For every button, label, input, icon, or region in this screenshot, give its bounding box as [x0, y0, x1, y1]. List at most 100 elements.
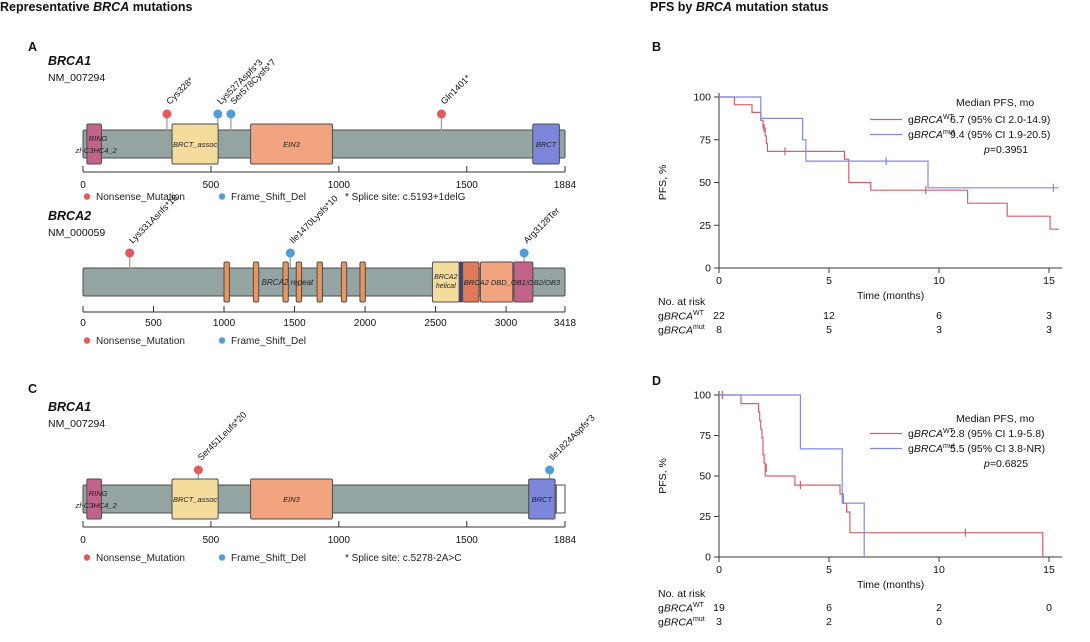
brc-repeat-box [359, 261, 366, 303]
km-survival-curve-mut [719, 394, 865, 557]
x-tick-label: 10 [933, 275, 945, 287]
risk-count: 3 [936, 324, 942, 336]
legend-label: Frame_Shift_Del [231, 553, 306, 564]
gene-name-brca1-a: BRCA1 [48, 54, 92, 68]
protein-domain-box [532, 123, 560, 165]
p-value-label: p=0.6825 [983, 458, 1028, 470]
axis-tick-label: 1000 [328, 180, 351, 191]
brca2-lollipop-plot-panel-a: BRCA2 helical BRCA2 repeat BRCA2 DBD_OB1/OB… [80, 193, 577, 347]
protein-domain-box [171, 478, 219, 520]
risk-row-label-mut: gBRCAmut [658, 324, 705, 337]
risk-count: 3 [1046, 310, 1052, 322]
domain-label: EIN3 [283, 495, 301, 504]
mutation-lollipop-dot [213, 109, 223, 119]
brc-repeat-box [295, 261, 303, 303]
table-row: gBRCAWT 19 6 2 0 [650, 602, 1090, 616]
brc-repeat-box [282, 261, 289, 303]
panel-label-d: D [652, 374, 662, 388]
gene-bar-untranslated-tail [555, 484, 566, 514]
panel-label-a: A [28, 40, 38, 54]
km-plot-panel-b: 0 25 50 75 100 0 5 10 15 Time (months) PFS, % Media… [657, 92, 1063, 302]
protein-domain-box [250, 478, 333, 520]
transcript-brca1-c: NM_007294 [48, 418, 106, 430]
axis-tick-label: 0 [80, 318, 86, 329]
title-gene-italic: BRCA [93, 0, 130, 14]
x-axis-title: Time (months) [857, 290, 924, 302]
legend-label: Frame_Shift_Del [231, 336, 306, 347]
mutation-lollipop-dot [193, 465, 203, 475]
risk-count: 0 [936, 616, 942, 628]
mutation-label: Arg3128Ter [521, 205, 561, 245]
legend-header: Median PFS, mo [956, 97, 1034, 109]
legend-series-label: gBRCAWT [908, 114, 955, 126]
x-tick-label: 15 [1043, 564, 1055, 576]
axis-tick-label: 1500 [456, 180, 479, 191]
right-column-title: PFS by BRCA mutation status [650, 0, 829, 14]
nonsense-mutation-legend-dot-icon [83, 337, 91, 344]
legend-median-value: 9.4 (95% CI 1.9-20.5) [950, 129, 1050, 141]
y-tick-label: 0 [705, 263, 711, 275]
domain-label: helical [436, 283, 456, 290]
protein-domain-box [171, 123, 219, 165]
title-text: PFS by [650, 0, 696, 14]
table-row: gBRCAWT 22 12 6 3 [650, 310, 1090, 324]
domain-sublabel: zf-C3HC4_2 [74, 146, 117, 155]
y-tick-label: 0 [705, 552, 711, 564]
risk-table-title: No. at risk [658, 296, 706, 308]
brc-repeat-box [340, 261, 348, 303]
y-tick-label: 25 [699, 220, 711, 232]
domain-label: BRCT [532, 495, 554, 504]
brca1-lollipop-plot-panel-c: RING zf-C3HC4_2 BRCT_assoc EIN3 BRCT Ser451Le… [74, 410, 597, 564]
protein-domain-box [86, 478, 102, 520]
risk-count: 2 [936, 602, 942, 614]
axis-tick-label: 1500 [456, 535, 479, 546]
gene-name-brca1-c: BRCA1 [48, 400, 92, 414]
risk-row-label-wt: gBRCAWT [658, 310, 704, 323]
risk-count: 22 [713, 310, 725, 322]
mutation-lollipop-dot [226, 109, 236, 119]
splice-site-note: * Splice site: c.5278-2A>C [345, 553, 461, 564]
risk-count: 5 [826, 324, 832, 336]
legend-median-value: 2.8 (95% CI 1.9-5.8) [950, 428, 1045, 440]
axis-tick-label: 2000 [354, 318, 377, 329]
x-tick-label: 10 [933, 564, 945, 576]
protein-domain-box [528, 478, 556, 520]
mutation-lollipop-dot [519, 248, 529, 258]
brc-repeat-box [223, 261, 230, 303]
axis-tick-label: 0 [80, 180, 86, 191]
protein-domain-box [250, 123, 333, 165]
risk-count: 12 [823, 310, 835, 322]
km-survival-curve-WT [719, 96, 1059, 230]
x-axis-title: Time (months) [857, 579, 924, 591]
axis-tick-label: 3418 [554, 318, 577, 329]
risk-count: 0 [1046, 602, 1052, 614]
risk-row-label-mut: gBRCAmut [658, 616, 705, 629]
domain-label: EIN3 [283, 140, 301, 149]
risk-row-label-wt: gBRCAWT [658, 602, 704, 615]
panel-label-b: B [652, 40, 662, 54]
risk-count: 2 [826, 616, 832, 628]
mutation-lollipop-dot [285, 248, 295, 258]
legend-label: Nonsense_Mutation [96, 553, 185, 564]
brc-repeat-box [316, 261, 323, 303]
y-axis-title: PFS, % [657, 165, 669, 201]
mutation-label: Ile1824Aspfs*3 [547, 413, 597, 463]
nonsense-mutation-legend-dot-icon [83, 193, 91, 200]
dbd-domain-span-label: BRCA2 DBD_OB1/OB2/OB3 [464, 278, 561, 287]
protein-domain-box [513, 261, 534, 303]
axis-tick-label: 1000 [328, 535, 351, 546]
risk-table-b: No. at risk gBRCAWT 22 12 6 3 gBRCAmut 8… [650, 296, 1090, 338]
frame-shift-del-legend-dot-icon [218, 337, 226, 344]
legend-median-value: 5.5 (95% CI 3.8-NR) [950, 443, 1045, 455]
protein-domain-box [479, 261, 514, 303]
axis-tick-label: 500 [203, 180, 220, 191]
domain-label: BRCT [536, 140, 558, 149]
risk-table-title: No. at risk [658, 588, 706, 600]
y-tick-label: 25 [699, 511, 711, 523]
domain-label: BRCA2 [434, 274, 457, 281]
y-tick-label: 50 [699, 471, 711, 483]
mutation-label: Ser451Leufs*20 [196, 410, 249, 463]
repeat-region-label: BRCA2 repeat [262, 278, 314, 287]
